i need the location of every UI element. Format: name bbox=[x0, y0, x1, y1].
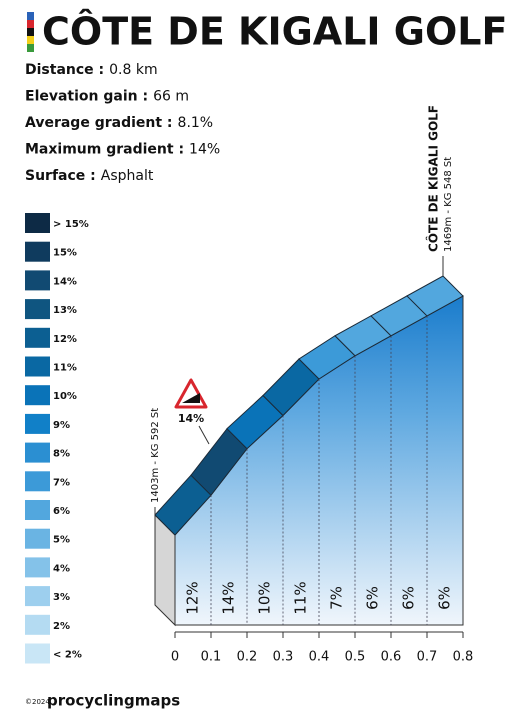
legend-swatch bbox=[25, 385, 50, 406]
sign-label: 14% bbox=[178, 412, 204, 425]
start-label: 1403m - KG 592 St bbox=[150, 408, 161, 503]
legend-swatch bbox=[25, 643, 50, 664]
stat-value: 14% bbox=[189, 142, 220, 158]
stat-label: Elevation gain : bbox=[25, 89, 148, 105]
legend-swatch bbox=[25, 299, 50, 320]
x-tick-label: 0.7 bbox=[417, 650, 438, 665]
stat-label: Distance : bbox=[25, 62, 104, 78]
x-tick-label: 0.3 bbox=[273, 650, 294, 665]
legend-label: 6% bbox=[53, 506, 70, 517]
gradient-label: 7% bbox=[328, 586, 346, 610]
legend-swatch bbox=[25, 413, 50, 434]
legend-swatch bbox=[25, 356, 50, 377]
legend-label: 3% bbox=[53, 592, 70, 603]
x-tick-label: 0.1 bbox=[201, 650, 222, 665]
legend-label: 4% bbox=[53, 563, 70, 574]
footer-brand: procyclingmaps bbox=[47, 692, 180, 710]
chart-title: CÔTE DE KIGALI GOLF bbox=[42, 10, 507, 54]
stat: Distance : 0.8 km bbox=[25, 62, 158, 78]
title-stripes bbox=[27, 12, 34, 52]
x-tick-label: 0.4 bbox=[309, 650, 330, 665]
footer-year: ©2024 bbox=[25, 698, 50, 706]
legend-label: > 15% bbox=[53, 219, 89, 230]
legend-label: 14% bbox=[53, 276, 77, 287]
legend-label: 12% bbox=[53, 334, 77, 345]
legend-swatch bbox=[25, 586, 50, 607]
x-tick-label: 0.6 bbox=[381, 650, 402, 665]
legend-swatch bbox=[25, 241, 50, 262]
x-tick-label: 0 bbox=[171, 650, 179, 665]
legend-swatch bbox=[25, 471, 50, 492]
gradient-label: 10% bbox=[256, 581, 274, 614]
stat-label: Average gradient : bbox=[25, 115, 173, 131]
x-tick-label: 0.8 bbox=[453, 650, 474, 665]
legend-swatch bbox=[25, 327, 50, 348]
legend-swatch bbox=[25, 442, 50, 463]
x-tick-label: 0.2 bbox=[237, 650, 258, 665]
gradient-label: 6% bbox=[400, 586, 418, 610]
legend-label: 15% bbox=[53, 248, 77, 259]
legend-swatch bbox=[25, 500, 50, 520]
gradient-label: 14% bbox=[220, 581, 238, 614]
legend-label: 10% bbox=[53, 391, 77, 402]
stat-value: 0.8 km bbox=[109, 62, 157, 78]
legend-label: 7% bbox=[53, 477, 70, 488]
gradient-label: 12% bbox=[184, 581, 202, 614]
stat-label: Surface : bbox=[25, 168, 96, 184]
legend-swatch bbox=[25, 528, 50, 549]
x-tick-label: 0.5 bbox=[345, 650, 366, 665]
legend-label: < 2% bbox=[53, 650, 82, 661]
legend-swatch bbox=[25, 213, 50, 233]
sign-leader bbox=[198, 425, 210, 445]
steep-icon bbox=[182, 393, 200, 403]
legend-label: 11% bbox=[53, 363, 77, 374]
gradient-label: 6% bbox=[364, 586, 382, 610]
legend-label: 2% bbox=[53, 621, 70, 632]
stat: Average gradient : 8.1% bbox=[25, 115, 213, 131]
stat-value: 66 m bbox=[153, 89, 189, 105]
gradient-label: 11% bbox=[292, 581, 310, 614]
stat: Elevation gain : 66 m bbox=[25, 89, 189, 105]
gradient-label: 6% bbox=[436, 586, 454, 610]
legend-label: 5% bbox=[53, 535, 70, 546]
legend-label: 8% bbox=[53, 449, 70, 460]
end-name: CÔTE DE KIGALI GOLF bbox=[426, 105, 441, 252]
end-label: 1469m - KG 548 St bbox=[443, 157, 454, 252]
stat: Maximum gradient : 14% bbox=[25, 142, 220, 158]
legend-swatch bbox=[25, 614, 50, 635]
stat: Surface : Asphalt bbox=[25, 168, 154, 184]
stat-label: Maximum gradient : bbox=[25, 142, 184, 158]
legend-swatch bbox=[25, 270, 50, 291]
stat-value: 8.1% bbox=[178, 115, 214, 131]
legend-label: 9% bbox=[53, 420, 70, 431]
legend-swatch bbox=[25, 557, 50, 578]
legend-label: 13% bbox=[53, 305, 77, 316]
stat-value: Asphalt bbox=[101, 168, 154, 184]
